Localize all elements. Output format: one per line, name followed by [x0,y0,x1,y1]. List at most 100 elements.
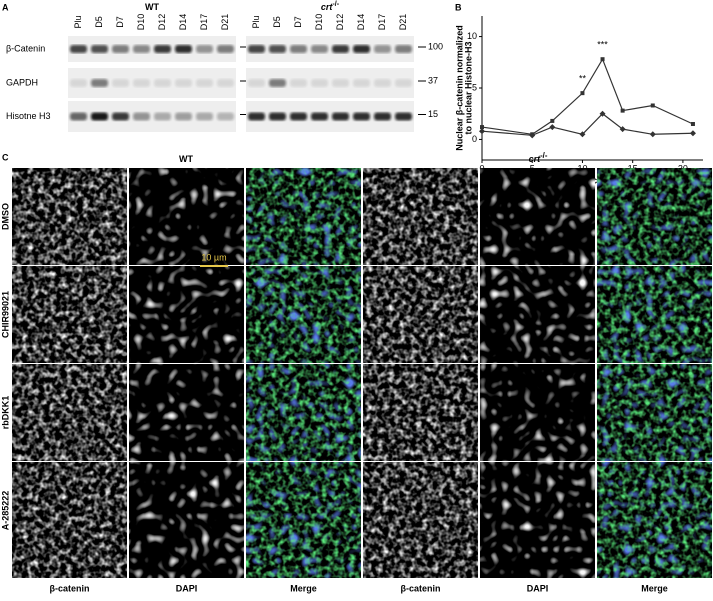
lane-label: D14 [178,14,188,31]
micrograph-green [246,266,361,363]
micrograph-green [597,462,712,578]
micrograph [363,364,478,461]
group-name: WT [179,154,193,164]
point [580,91,585,96]
blot-band [112,112,129,121]
group-sup: -/- [540,151,548,160]
micrograph [12,168,127,265]
blot-band [269,112,286,121]
panel-label: B [455,2,462,12]
micrograph [129,364,244,461]
lane-label: D21 [398,14,408,31]
y-tick-label: 5 [472,82,477,92]
blot-band [196,79,213,87]
point [579,131,586,138]
row-label: Hisotne H3 [6,111,51,121]
lane-label: D21 [220,14,230,31]
point [529,132,536,139]
blot-band [311,45,328,53]
group-label: WT [145,2,159,12]
row-label: GAPDH [6,77,38,87]
point [599,110,606,117]
point [620,108,625,113]
y-axis-label: Nuclear β-catenin normalized [454,25,464,151]
blot-band [311,112,328,121]
blot-band [175,45,192,53]
micrograph-green [597,168,712,265]
lane-label: D12 [335,14,345,31]
lane-label: D10 [314,14,324,31]
point [650,103,655,108]
lane-label: D10 [136,14,146,31]
blot-band [112,79,129,87]
blot-band [70,112,87,121]
blot-band [290,79,307,87]
panel-label: A [2,2,9,12]
lane-label: Plu [73,15,83,28]
blot-band [353,45,370,53]
lane-label: D17 [377,14,387,31]
point [480,125,484,130]
blot-band [290,112,307,121]
blot-band [91,45,108,53]
blot-band [133,45,150,53]
micrograph [480,266,595,363]
blot-band [133,112,150,121]
annotation: ** [579,74,587,84]
blot-band [70,79,87,87]
blot-band [133,79,150,87]
marker-label: 37 [428,75,438,85]
blot-band [217,45,234,53]
blot-band [248,79,265,87]
blot-band [175,79,192,87]
column-label: β-catenin [401,583,441,593]
annotation: *** [597,40,608,50]
point [619,126,626,133]
marker-label: 100 [428,41,443,51]
row-label: A-285222 [0,491,10,531]
group-label: crt-/- [529,151,548,164]
blot-band [248,45,265,53]
column-label: DAPI [176,583,198,593]
micrograph [480,364,595,461]
micrograph [12,462,127,578]
blot-band [374,45,391,53]
blot-band [353,112,370,121]
blot-band [91,79,108,87]
blot-band [374,79,391,87]
group-sup: -/- [332,0,339,8]
point [649,131,656,138]
y-tick-label: 10 [467,31,477,41]
row-label: β-Catenin [6,43,45,53]
group-name: WT [145,2,159,12]
blot-band [154,79,171,87]
lane-label: D17 [199,14,209,31]
micrograph-green [246,168,361,265]
lane-label: D7 [115,16,125,28]
micrograph [363,168,478,265]
point [550,118,555,123]
micrograph-green [597,266,712,363]
micrograph [129,462,244,578]
blot-band [248,112,265,121]
point [690,122,695,126]
micrograph [129,168,244,265]
y-axis-label: to nuclear Histone-H3 [463,41,473,134]
lane-label: D5 [272,16,282,28]
micrograph [363,462,478,578]
marker-label: 15 [428,109,438,119]
blot-band [311,79,328,87]
lane-label: D12 [157,14,167,31]
micrograph [129,266,244,363]
blot-band [70,45,87,53]
lane-label: D5 [94,16,104,28]
series-line [481,112,693,136]
micrograph [12,266,127,363]
blot-band [290,45,307,53]
blot-band [196,112,213,121]
column-label: β-catenin [50,583,90,593]
blot-band [154,112,171,121]
point [549,124,556,131]
blot-band [395,112,412,121]
